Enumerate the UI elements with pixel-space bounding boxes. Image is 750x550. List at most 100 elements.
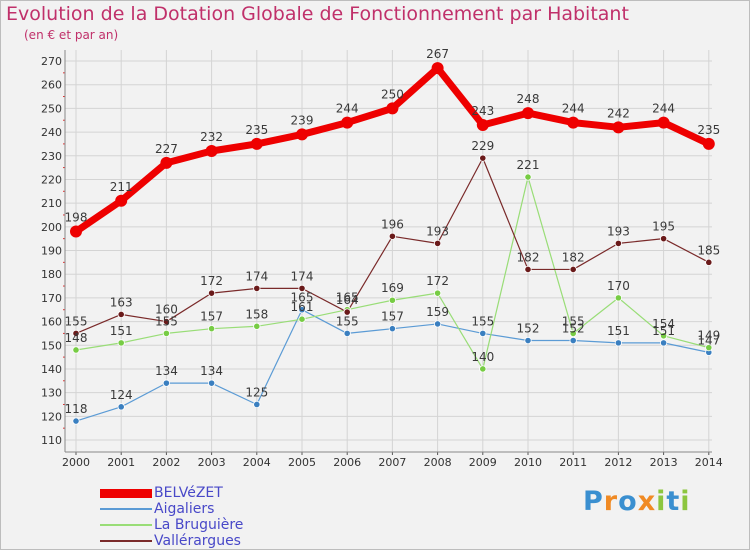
data-label-la-bruguiere: 155 bbox=[155, 314, 178, 328]
point-belvezet bbox=[115, 194, 128, 207]
point-la-bruguiere bbox=[253, 322, 261, 330]
point-belvezet bbox=[160, 156, 173, 169]
point-belvezet bbox=[476, 118, 489, 131]
data-label-aigaliers: 152 bbox=[517, 322, 540, 336]
data-label-la-bruguiere: 158 bbox=[245, 307, 268, 321]
axes bbox=[63, 50, 712, 455]
data-label-vallerargues: 160 bbox=[155, 303, 178, 317]
logo-letter: i bbox=[656, 486, 667, 517]
x-tick-label: 2009 bbox=[469, 456, 497, 469]
y-tick-label: 260 bbox=[41, 79, 62, 92]
point-belvezet bbox=[296, 128, 308, 141]
point-belvezet bbox=[70, 225, 82, 238]
data-label-la-bruguiere: 155 bbox=[562, 314, 585, 328]
data-label-vallerargues: 196 bbox=[381, 217, 404, 231]
x-tick-label: 2007 bbox=[378, 456, 406, 469]
data-label-vallerargues: 229 bbox=[471, 139, 494, 153]
point-belvezet bbox=[386, 102, 399, 115]
data-label-belvezet: 239 bbox=[291, 113, 314, 127]
data-label-belvezet: 211 bbox=[110, 180, 133, 194]
point-aigaliers bbox=[569, 336, 577, 345]
y-tick-label: 250 bbox=[41, 102, 62, 115]
data-label-vallerargues: 174 bbox=[291, 269, 314, 283]
data-label-aigaliers: 124 bbox=[110, 388, 133, 402]
point-vallerargues bbox=[388, 232, 396, 240]
y-tick-label: 240 bbox=[41, 126, 62, 139]
point-aigaliers bbox=[208, 379, 216, 387]
chart-subtitle: (en € et par an) bbox=[24, 28, 119, 42]
point-la-bruguiere bbox=[388, 296, 396, 304]
point-la-bruguiere bbox=[208, 325, 216, 333]
point-belvezet bbox=[250, 137, 263, 150]
legend-item: La Bruguière bbox=[100, 517, 243, 533]
x-axis-ticks: 2000 2001 2002 2003 2004 2005 2006 2007 2008 2009… bbox=[62, 456, 723, 469]
y-tick-label: 270 bbox=[41, 55, 62, 68]
point-la-bruguiere bbox=[162, 329, 170, 338]
data-label-vallerargues: 164 bbox=[336, 293, 359, 307]
y-axis-ticks: 110 120 130 140 150 160 170 180 190 200 210 220 230 2… bbox=[41, 55, 62, 447]
data-label-belvezet: 244 bbox=[562, 102, 585, 116]
y-tick-label: 200 bbox=[41, 221, 62, 234]
data-label-belvezet: 232 bbox=[200, 130, 223, 144]
point-la-bruguiere bbox=[705, 344, 713, 352]
y-tick-label: 170 bbox=[41, 292, 62, 305]
point-aigaliers bbox=[659, 339, 668, 347]
data-label-vallerargues: 182 bbox=[517, 250, 540, 264]
legend-swatch bbox=[100, 540, 152, 542]
point-vallerargues bbox=[343, 308, 351, 316]
data-label-vallerargues: 185 bbox=[697, 243, 720, 257]
logo-letter: r bbox=[603, 486, 619, 517]
point-la-bruguiere bbox=[659, 332, 668, 340]
legend-swatch bbox=[100, 524, 152, 526]
data-label-aigaliers: 118 bbox=[65, 402, 88, 416]
data-label-aigaliers: 155 bbox=[336, 314, 359, 328]
point-belvezet bbox=[657, 116, 670, 129]
point-la-bruguiere bbox=[117, 339, 125, 347]
legend-label: Aigaliers bbox=[154, 501, 215, 517]
data-label-la-bruguiere: 148 bbox=[65, 331, 88, 345]
legend-swatch bbox=[100, 488, 152, 498]
data-label-la-bruguiere: 161 bbox=[291, 300, 314, 314]
point-belvezet bbox=[567, 116, 580, 129]
data-label-la-bruguiere: 154 bbox=[652, 317, 675, 331]
point-la-bruguiere bbox=[433, 289, 442, 297]
legend-label: BELVéZET bbox=[154, 485, 223, 501]
data-label-belvezet: 244 bbox=[336, 102, 359, 116]
series-points bbox=[70, 62, 715, 425]
point-belvezet bbox=[205, 145, 218, 158]
point-vallerargues bbox=[524, 265, 532, 274]
point-aigaliers bbox=[253, 400, 261, 409]
data-label-la-bruguiere: 221 bbox=[517, 158, 540, 172]
point-vallerargues bbox=[298, 284, 306, 292]
data-label-aigaliers: 125 bbox=[245, 385, 268, 399]
point-aigaliers bbox=[433, 320, 442, 328]
data-label-belvezet: 227 bbox=[155, 142, 178, 156]
data-label-belvezet: 235 bbox=[697, 123, 720, 137]
data-label-aigaliers: 165 bbox=[291, 291, 314, 305]
point-vallerargues bbox=[569, 265, 577, 274]
x-tick-label: 2006 bbox=[333, 456, 361, 469]
point-aigaliers bbox=[614, 339, 623, 347]
point-vallerargues bbox=[614, 239, 623, 247]
data-label-la-bruguiere: 169 bbox=[381, 281, 404, 295]
data-label-la-bruguiere: 140 bbox=[471, 350, 494, 364]
x-tick-label: 2014 bbox=[695, 456, 723, 469]
data-label-belvezet: 198 bbox=[65, 211, 88, 225]
point-aigaliers bbox=[343, 329, 351, 338]
data-label-vallerargues: 193 bbox=[607, 224, 630, 238]
y-tick-label: 150 bbox=[41, 339, 62, 352]
logo-letter: i bbox=[680, 486, 691, 517]
logo-letter: P bbox=[583, 486, 604, 517]
legend-item: Vallérargues bbox=[100, 533, 243, 549]
legend-swatch bbox=[100, 508, 152, 510]
legend-item: BELVéZET bbox=[100, 485, 243, 501]
point-la-bruguiere bbox=[72, 346, 80, 354]
y-tick-label: 130 bbox=[41, 387, 62, 400]
data-label-belvezet: 267 bbox=[426, 47, 449, 61]
x-tick-label: 2000 bbox=[62, 456, 90, 469]
data-label-la-bruguiere: 151 bbox=[110, 324, 133, 338]
data-label-aigaliers: 147 bbox=[697, 333, 720, 347]
logo-letter: t bbox=[666, 486, 681, 517]
legend-label: Vallérargues bbox=[154, 533, 241, 549]
x-tick-label: 2005 bbox=[288, 456, 316, 469]
